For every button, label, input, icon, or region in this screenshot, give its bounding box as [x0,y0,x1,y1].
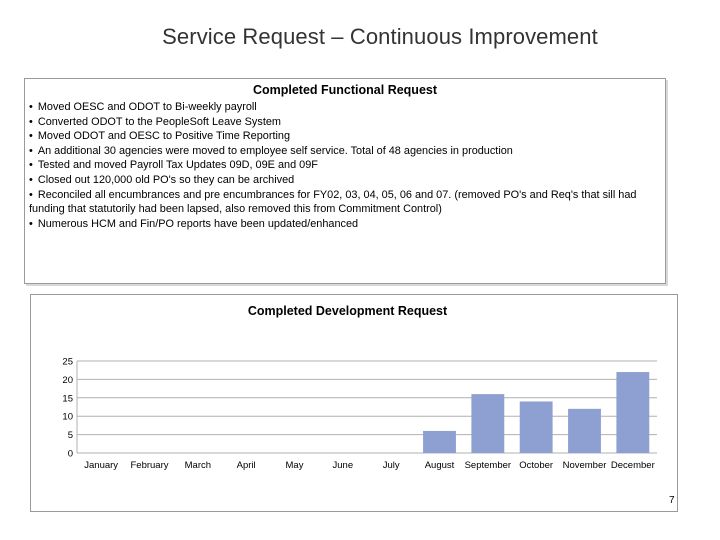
x-tick-label: September [465,460,511,471]
y-tick-label: 10 [62,412,73,423]
list-item-text: Closed out 120,000 old PO's so they can … [37,173,295,186]
x-tick-label: May [286,460,304,471]
list-item: • Converted ODOT to the PeopleSoft Leave … [29,115,649,130]
functional-request-list: • Moved OESC and ODOT to Bi-weekly payrol… [29,100,649,231]
list-item-text: Moved ODOT and OESC to Positive Time Rep… [37,130,291,143]
list-item-text: An additional 30 agencies were moved to … [37,144,513,157]
y-tick-label: 25 [62,357,73,368]
x-tick-label: February [130,460,168,471]
x-tick-label: December [611,460,655,471]
bar [423,430,456,453]
x-tick-label: March [185,460,211,471]
list-item-text: Converted ODOT to the PeopleSoft Leave S… [37,115,281,128]
list-item: • Moved OESC and ODOT to Bi-weekly payrol… [29,100,649,115]
bullet-mark: • [29,173,33,186]
functional-request-box: Completed Functional Request • Moved OESC… [24,78,666,284]
list-item-text: Tested and moved Payroll Tax Updates 09D… [37,159,318,172]
bar [568,408,601,453]
x-tick-label: October [519,460,553,471]
list-item: • Moved ODOT and OESC to Positive Time Re… [29,129,649,144]
list-item: • Reconciled all encumbrances and pre enc… [29,188,649,217]
x-tick-label: November [563,460,607,471]
list-item-text: Reconciled all encumbrances and pre encu… [29,188,637,216]
bar [519,401,553,453]
list-item: • Closed out 120,000 old PO's so they can… [29,173,649,188]
list-item: • An additional 30 agencies were moved to… [29,144,649,159]
bullet-mark: • [29,130,33,143]
development-request-chart-box: Completed Development Request 0 5 10 15 20 25… [30,294,678,512]
x-tick-label: June [333,460,354,471]
bar-chart: 0 5 10 15 20 25 January February March April May Ju… [62,357,657,471]
bullet-mark: • [29,115,33,128]
list-item-text: Numerous HCM and Fin/PO reports have bee… [37,217,359,230]
bullet-mark: • [29,144,33,157]
slide-title: Service Request – Continuous Improvement [162,24,598,49]
y-tick-label: 5 [68,430,73,441]
bullet-mark: • [29,217,33,230]
functional-request-heading: Completed Functional Request [252,83,438,97]
bullet-mark: • [29,101,33,113]
y-tick-label: 20 [62,375,73,386]
x-tick-label: July [383,460,400,471]
bar [616,372,650,453]
list-item: • Numerous HCM and Fin/PO reports have be… [29,217,649,232]
x-tick-label: April [237,460,256,471]
bullet-mark: • [29,188,33,201]
list-item-text: Moved OESC and ODOT to Bi-weekly payroll [37,101,257,113]
x-tick-label: August [425,460,455,471]
bullet-mark: • [29,159,33,172]
y-tick-label: 0 [68,449,73,460]
list-item: • Tested and moved Payroll Tax Updates 09… [29,158,649,173]
bar [471,394,505,453]
y-tick-label: 15 [62,393,73,404]
x-tick-label: January [84,460,118,471]
chart-title: Completed Development Request [247,304,448,318]
page-number: 7 [669,495,675,506]
